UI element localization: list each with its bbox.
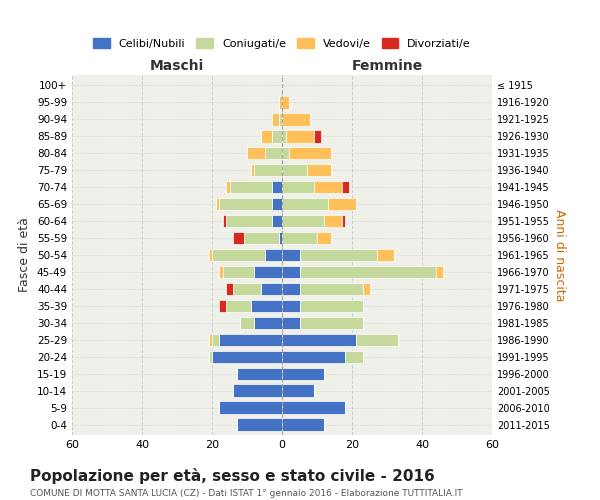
Bar [299,300,362,312]
Bar [341,214,345,228]
Bar [328,198,355,210]
Bar [282,232,317,244]
Bar [209,334,212,346]
Y-axis label: Fasce di età: Fasce di età [19,218,31,292]
Bar [282,214,324,228]
Bar [282,316,299,330]
Bar [244,232,278,244]
Bar [317,232,331,244]
Bar [265,248,282,262]
Text: COMUNE DI MOTTA SANTA LUCIA (CZ) - Dati ISTAT 1° gennaio 2016 - Elaborazione TUT: COMUNE DI MOTTA SANTA LUCIA (CZ) - Dati … [30,489,463,498]
Bar [282,266,299,278]
Bar [314,130,320,142]
Bar [236,418,282,431]
Bar [299,316,362,330]
Bar [251,300,282,312]
Bar [271,214,282,228]
Bar [219,334,282,346]
Bar [282,418,324,431]
Bar [254,266,282,278]
Bar [341,180,349,194]
Bar [314,180,341,194]
Bar [226,300,251,312]
Bar [261,282,282,296]
Bar [345,350,362,364]
Bar [271,198,282,210]
Bar [212,334,219,346]
Bar [282,113,310,126]
Bar [261,130,271,142]
Bar [236,368,282,380]
Bar [271,130,282,142]
Bar [282,368,324,380]
Bar [271,180,282,194]
Bar [223,214,226,228]
Bar [436,266,443,278]
Bar [282,384,314,397]
Bar [282,350,345,364]
Bar [289,146,331,160]
Bar [229,180,271,194]
Bar [299,248,377,262]
Bar [212,248,265,262]
Bar [282,248,299,262]
Bar [278,113,282,126]
Bar [251,164,254,176]
Bar [282,130,286,142]
Bar [226,282,233,296]
Bar [282,96,289,108]
Bar [278,96,282,108]
Bar [233,232,244,244]
Bar [299,266,436,278]
Y-axis label: Anni di nascita: Anni di nascita [553,209,566,301]
Bar [212,350,282,364]
Legend: Celibi/Nubili, Coniugati/e, Vedovi/e, Divorziati/e: Celibi/Nubili, Coniugati/e, Vedovi/e, Di… [89,34,475,54]
Bar [223,266,254,278]
Bar [299,282,362,296]
Bar [355,334,398,346]
Text: Maschi: Maschi [150,60,204,74]
Bar [282,198,328,210]
Bar [219,266,223,278]
Bar [233,282,261,296]
Bar [307,164,331,176]
Text: Popolazione per età, sesso e stato civile - 2016: Popolazione per età, sesso e stato civil… [30,468,435,483]
Bar [324,214,341,228]
Bar [282,164,307,176]
Bar [219,198,271,210]
Bar [286,130,314,142]
Bar [282,146,289,160]
Bar [209,350,212,364]
Bar [226,180,229,194]
Bar [226,214,271,228]
Bar [282,300,299,312]
Bar [282,282,299,296]
Bar [282,334,355,346]
Bar [240,316,254,330]
Bar [282,402,345,414]
Bar [377,248,394,262]
Bar [215,198,219,210]
Bar [254,316,282,330]
Bar [233,384,282,397]
Bar [219,402,282,414]
Bar [247,146,265,160]
Bar [271,113,278,126]
Bar [362,282,370,296]
Bar [209,248,212,262]
Bar [265,146,282,160]
Bar [219,300,226,312]
Text: Femmine: Femmine [352,60,422,74]
Bar [254,164,282,176]
Bar [282,180,314,194]
Bar [278,232,282,244]
